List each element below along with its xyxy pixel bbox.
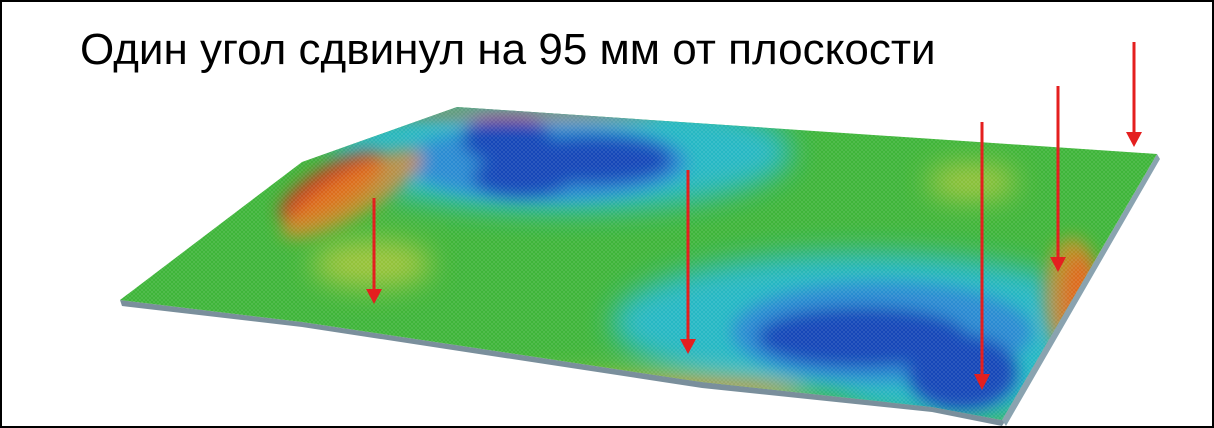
plate-edge bbox=[120, 300, 1006, 426]
arrow-4 bbox=[680, 170, 696, 354]
plate-right-edge bbox=[1002, 154, 1160, 426]
arrow-1 bbox=[1126, 42, 1142, 147]
arrow-5 bbox=[366, 198, 382, 304]
arrow-3 bbox=[974, 122, 990, 390]
caption-title: Один угол сдвинул на 95 мм от плоскости bbox=[80, 25, 936, 74]
arrow-2 bbox=[1050, 86, 1066, 272]
arrows bbox=[366, 42, 1142, 390]
